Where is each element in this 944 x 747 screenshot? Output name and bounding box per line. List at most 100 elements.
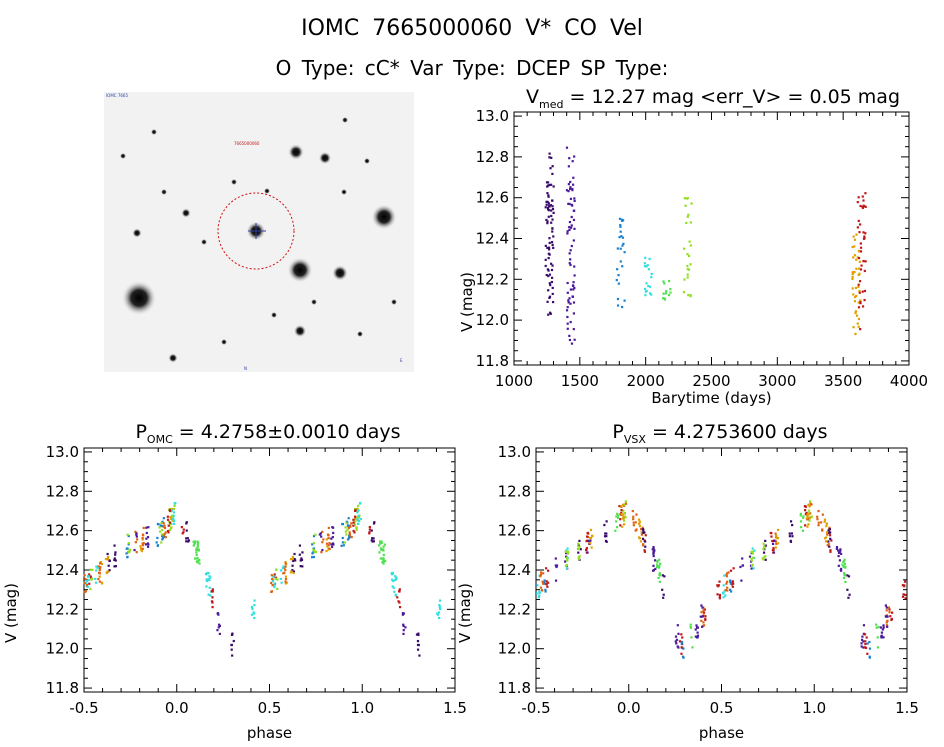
data-point	[284, 580, 287, 583]
data-point	[196, 561, 199, 564]
data-point	[725, 573, 728, 576]
data-point	[394, 594, 397, 597]
data-point	[619, 518, 622, 521]
data-point	[863, 633, 867, 636]
data-point	[347, 517, 350, 520]
data-point	[438, 603, 441, 607]
data-point	[181, 532, 184, 535]
data-point	[280, 581, 283, 584]
data-point	[566, 552, 570, 555]
data-point	[882, 624, 885, 627]
data-point	[281, 567, 284, 570]
y-tick-label: 12.2	[46, 600, 79, 618]
data-point	[621, 305, 624, 309]
data-point	[164, 536, 167, 539]
data-point	[565, 146, 569, 149]
data-point	[839, 569, 842, 572]
data-point	[144, 543, 148, 546]
x-tick-label: 1000	[495, 372, 533, 390]
data-point	[621, 503, 625, 507]
data-point	[161, 528, 164, 532]
data-point	[791, 535, 794, 538]
data-point	[838, 559, 841, 562]
data-point	[538, 590, 541, 593]
data-point	[654, 567, 657, 571]
data-point	[145, 531, 148, 535]
data-point	[886, 619, 889, 622]
data-point	[643, 550, 647, 553]
x-tick-label: 0.0	[617, 699, 641, 717]
chart-title: Vmed = 12.27 mag <err_V> = 0.05 mag	[526, 86, 900, 111]
data-point	[284, 575, 288, 578]
data-point	[770, 532, 773, 535]
data-point	[902, 593, 905, 596]
data-point	[864, 205, 867, 208]
data-point	[159, 530, 162, 533]
data-point	[573, 197, 576, 200]
data-points	[544, 146, 867, 345]
data-point	[352, 529, 355, 533]
data-point	[774, 540, 778, 543]
data-point	[252, 611, 255, 614]
data-point	[852, 235, 855, 238]
data-point	[702, 611, 706, 614]
data-point	[158, 526, 161, 529]
data-point	[634, 521, 637, 524]
data-point	[545, 580, 548, 583]
data-point	[885, 615, 888, 618]
data-point	[358, 519, 361, 522]
data-point	[577, 555, 580, 559]
data-point	[567, 299, 570, 302]
data-point	[547, 581, 550, 584]
data-point	[539, 573, 543, 576]
data-point	[554, 579, 558, 582]
data-point	[859, 299, 862, 302]
data-point	[725, 582, 728, 585]
data-point	[542, 572, 545, 575]
data-point	[546, 200, 549, 204]
data-point	[146, 545, 150, 548]
data-point	[395, 576, 398, 579]
data-point	[827, 529, 830, 532]
data-point	[647, 284, 650, 288]
data-point	[824, 540, 828, 543]
data-point	[868, 655, 871, 658]
data-point	[806, 515, 809, 518]
data-point	[688, 240, 691, 243]
x-axis-label: phase	[699, 724, 744, 742]
data-point	[689, 294, 692, 297]
data-point	[284, 561, 287, 564]
data-point	[585, 535, 589, 538]
data-point	[828, 528, 831, 531]
data-point	[141, 533, 144, 536]
data-point	[653, 549, 656, 552]
data-point	[283, 566, 286, 569]
data-point	[160, 525, 164, 528]
data-point	[579, 548, 582, 551]
data-point	[622, 519, 626, 522]
data-point	[395, 578, 398, 581]
data-point	[162, 525, 165, 528]
data-point	[825, 525, 828, 528]
data-point	[98, 580, 101, 583]
data-point	[546, 246, 549, 250]
data-point	[808, 517, 811, 520]
data-point	[802, 515, 805, 518]
data-point	[197, 548, 200, 551]
data-point	[544, 264, 547, 268]
data-point	[721, 591, 725, 594]
data-point	[676, 645, 679, 648]
data-point	[640, 528, 643, 531]
data-point	[694, 628, 697, 631]
data-point	[379, 557, 382, 560]
data-point	[438, 599, 442, 602]
data-point	[370, 529, 373, 532]
data-point	[98, 575, 101, 578]
data-point	[645, 282, 648, 285]
data-point	[566, 291, 569, 294]
data-point	[645, 289, 648, 293]
data-point	[853, 254, 857, 257]
data-point	[648, 292, 652, 295]
data-point	[857, 273, 860, 277]
data-point	[185, 521, 188, 524]
